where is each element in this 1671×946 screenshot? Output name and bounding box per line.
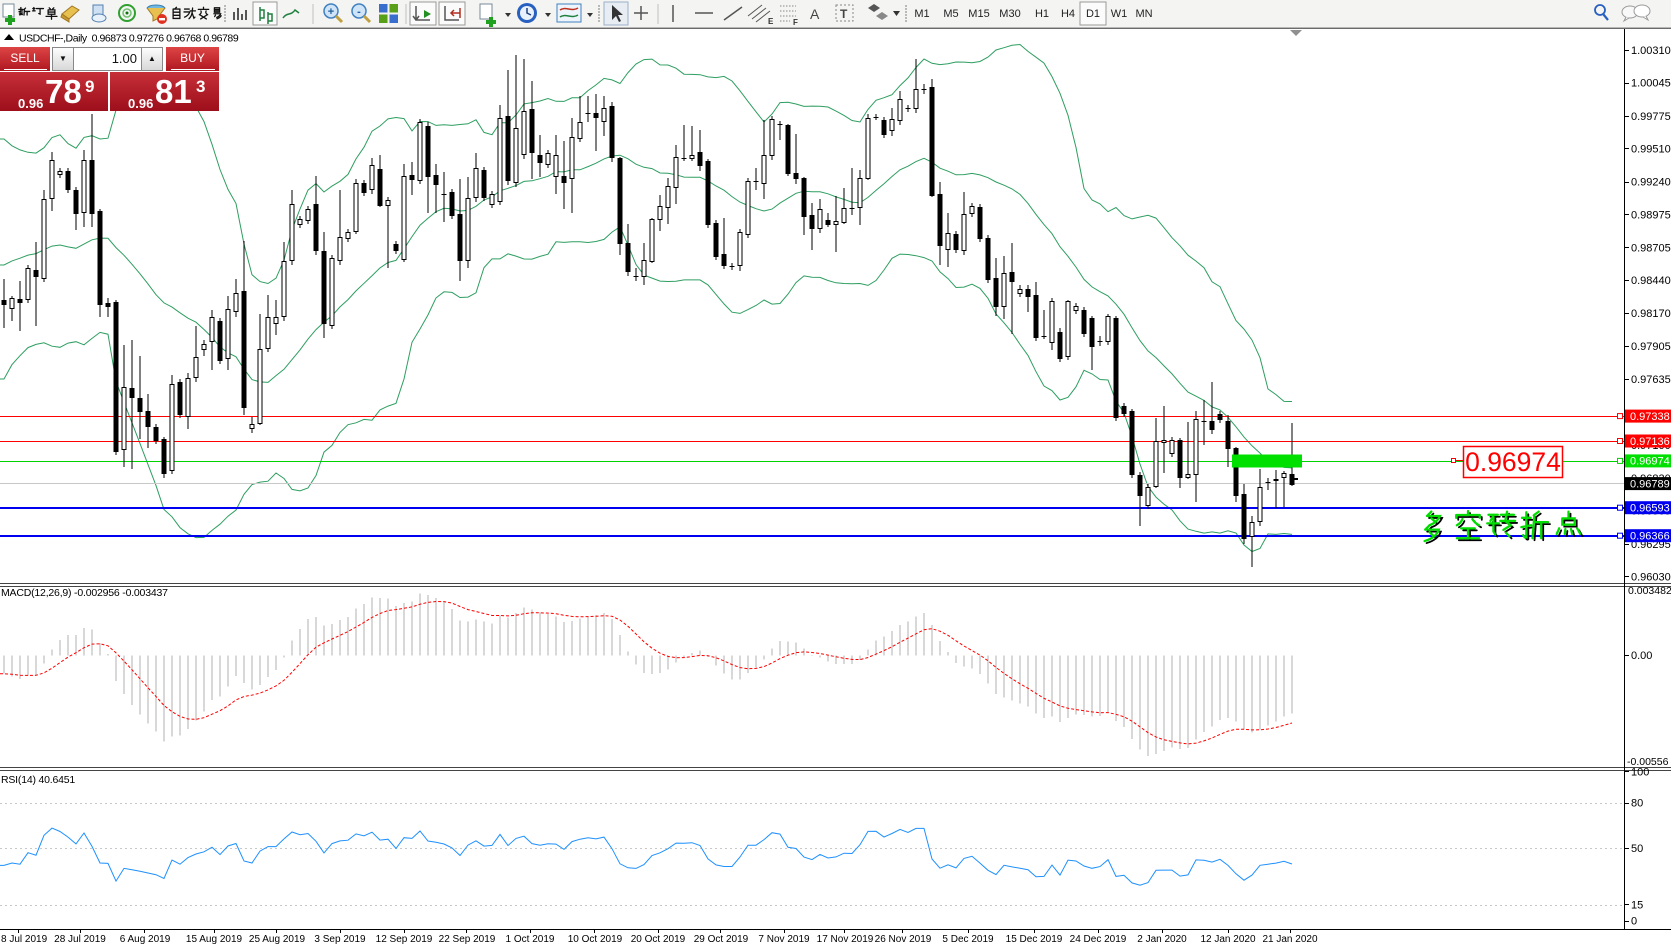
svg-text:24 Dec 2019: 24 Dec 2019 <box>1070 934 1127 945</box>
svg-text:50: 50 <box>1631 843 1643 855</box>
svg-text:0: 0 <box>1631 916 1637 928</box>
svg-text:0.96366: 0.96366 <box>1630 531 1670 543</box>
svg-text:22 Sep 2019: 22 Sep 2019 <box>439 934 496 945</box>
svg-text:26 Nov 2019: 26 Nov 2019 <box>875 934 932 945</box>
svg-text:6 Aug 2019: 6 Aug 2019 <box>120 934 171 945</box>
svg-text:0.00: 0.00 <box>1631 650 1652 662</box>
svg-text:MN: MN <box>1135 8 1152 20</box>
svg-text:A: A <box>810 6 820 22</box>
svg-text:M5: M5 <box>943 8 958 20</box>
svg-text:H4: H4 <box>1061 8 1075 20</box>
svg-text:0.96974: 0.96974 <box>1630 456 1670 468</box>
svg-text:21 Jan 2020: 21 Jan 2020 <box>1262 934 1317 945</box>
svg-text:17 Nov 2019: 17 Nov 2019 <box>817 934 874 945</box>
svg-text:0.003482: 0.003482 <box>1628 585 1671 597</box>
svg-text:28 Jul 2019: 28 Jul 2019 <box>54 934 106 945</box>
svg-text:M15: M15 <box>968 8 989 20</box>
svg-text:3 Sep 2019: 3 Sep 2019 <box>314 934 366 945</box>
svg-text:29 Oct 2019: 29 Oct 2019 <box>694 934 749 945</box>
svg-text:1.00310: 1.00310 <box>1631 45 1671 57</box>
svg-text:12 Jan 2020: 12 Jan 2020 <box>1200 934 1255 945</box>
svg-text:M1: M1 <box>914 8 929 20</box>
svg-text:0.97136: 0.97136 <box>1630 436 1670 448</box>
svg-text:0.96789: 0.96789 <box>1630 478 1670 490</box>
svg-text:0.99240: 0.99240 <box>1631 177 1671 189</box>
svg-text:7 Nov 2019: 7 Nov 2019 <box>758 934 810 945</box>
svg-text:-0.00556: -0.00556 <box>1627 756 1669 768</box>
svg-text:0.98440: 0.98440 <box>1631 275 1671 287</box>
svg-text:T: T <box>840 7 848 21</box>
svg-text:10 Oct 2019: 10 Oct 2019 <box>568 934 623 945</box>
svg-text:1.00045: 1.00045 <box>1631 78 1671 90</box>
svg-text:25 Aug 2019: 25 Aug 2019 <box>249 934 306 945</box>
svg-text:-: - <box>357 6 361 18</box>
svg-text:M30: M30 <box>999 8 1020 20</box>
svg-text:W1: W1 <box>1111 8 1128 20</box>
svg-text:5 Dec 2019: 5 Dec 2019 <box>942 934 994 945</box>
svg-text:2 Jan 2020: 2 Jan 2020 <box>1137 934 1187 945</box>
svg-text:80: 80 <box>1631 798 1643 810</box>
svg-text:F: F <box>793 18 798 27</box>
svg-text:MACD(12,26,9) -0.002956 -0.003: MACD(12,26,9) -0.002956 -0.003437 <box>1 587 168 599</box>
svg-text:+: + <box>328 6 334 18</box>
svg-text:H1: H1 <box>1035 8 1049 20</box>
svg-text:RSI(14) 40.6451: RSI(14) 40.6451 <box>1 774 75 786</box>
svg-text:0.98170: 0.98170 <box>1631 308 1671 320</box>
svg-text:8 Jul 2019: 8 Jul 2019 <box>1 934 48 945</box>
svg-text:15: 15 <box>1631 900 1643 912</box>
svg-text:0.97338: 0.97338 <box>1630 411 1670 423</box>
svg-text:100: 100 <box>1631 766 1649 778</box>
svg-text:1 Oct 2019: 1 Oct 2019 <box>506 934 555 945</box>
svg-text:0.96593: 0.96593 <box>1630 503 1670 515</box>
svg-text:15 Aug 2019: 15 Aug 2019 <box>186 934 243 945</box>
svg-text:USDCHF-,Daily 0.96873 0.97276: USDCHF-,Daily 0.96873 0.97276 0.96768 0.… <box>19 33 239 45</box>
svg-text:0.96974: 0.96974 <box>1465 447 1561 477</box>
svg-text:D1: D1 <box>1086 8 1100 20</box>
svg-text:0.98705: 0.98705 <box>1631 243 1671 255</box>
svg-text:20 Oct 2019: 20 Oct 2019 <box>631 934 686 945</box>
svg-text:15 Dec 2019: 15 Dec 2019 <box>1006 934 1063 945</box>
svg-text:E: E <box>768 17 774 26</box>
svg-text:0.96030: 0.96030 <box>1631 571 1671 583</box>
svg-text:0.98975: 0.98975 <box>1631 209 1671 221</box>
svg-text:12 Sep 2019: 12 Sep 2019 <box>376 934 433 945</box>
svg-text:0.97635: 0.97635 <box>1631 374 1671 386</box>
svg-text:0.99510: 0.99510 <box>1631 144 1671 156</box>
svg-text:0.99775: 0.99775 <box>1631 111 1671 123</box>
svg-text:0.97905: 0.97905 <box>1631 341 1671 353</box>
